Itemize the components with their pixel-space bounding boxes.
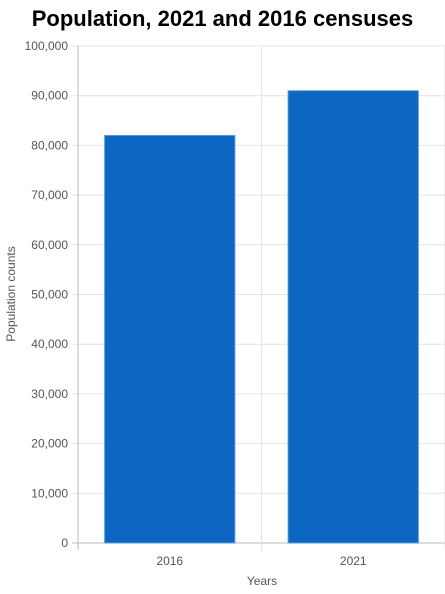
chart-title: Population, 2021 and 2016 censuses	[31, 6, 414, 31]
bar-2021[interactable]	[287, 90, 419, 544]
y-tick-label: 70,000	[31, 188, 68, 202]
x-tick-label: 2021	[340, 554, 367, 568]
bar-2016[interactable]	[104, 134, 236, 544]
y-axis-label: Population counts	[4, 246, 18, 341]
y-tick-label: 80,000	[31, 138, 68, 152]
y-tick-labels: 0 10,000 20,000 30,000 40,000 50,000 60,000 70,…	[25, 39, 69, 550]
x-tick-label: 2016	[156, 554, 183, 568]
x-tick-labels: 2016 2021	[156, 554, 367, 568]
y-tick-label: 60,000	[31, 238, 68, 252]
y-tick-label: 100,000	[25, 39, 69, 53]
y-tick-label: 40,000	[31, 337, 68, 351]
y-tick-label: 20,000	[31, 437, 68, 451]
y-tick-label: 90,000	[31, 89, 68, 103]
bars	[104, 90, 419, 544]
x-axis-label: Years	[247, 574, 277, 588]
y-tick-label: 0	[61, 536, 68, 550]
y-tick-label: 10,000	[31, 486, 68, 500]
y-tick-label: 50,000	[31, 288, 68, 302]
y-tick-label: 30,000	[31, 387, 68, 401]
